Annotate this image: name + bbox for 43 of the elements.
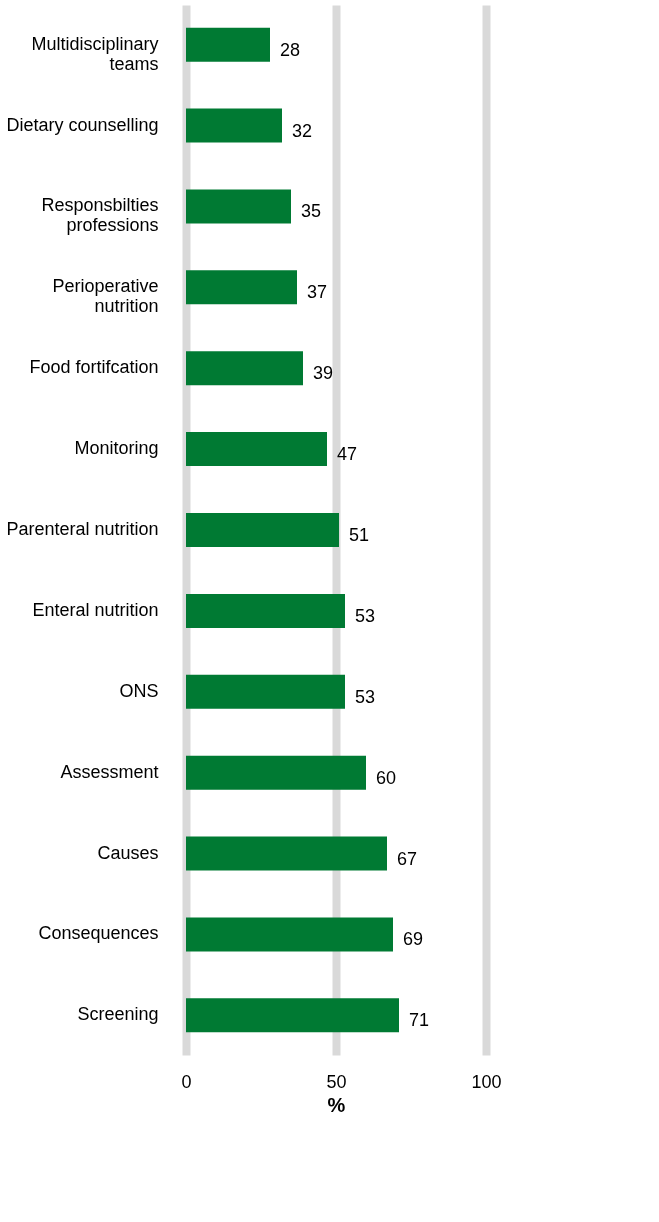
data-label: 35 [301, 201, 322, 222]
bar [186, 836, 387, 871]
bar [186, 513, 339, 547]
bar [186, 189, 291, 224]
bar [186, 27, 270, 62]
bar [186, 998, 399, 1033]
y-tick-label: Monitoring [74, 438, 159, 459]
y-tick-label: Perioperative nutrition [52, 276, 159, 317]
bar [186, 108, 282, 143]
data-label: 51 [349, 525, 370, 545]
y-tick-label: Enteral nutrition [32, 599, 159, 620]
bar [186, 270, 297, 305]
data-label: 53 [355, 605, 376, 626]
x-tick-label: 0 [181, 1071, 192, 1092]
y-tick-label: Dietary counselling [6, 114, 159, 135]
data-label: 60 [376, 767, 397, 788]
x-axis-title: % [327, 1093, 346, 1116]
y-tick-label: ONS [119, 680, 159, 701]
data-label: 47 [337, 444, 358, 465]
bar [186, 432, 327, 467]
y-tick-label: Food fortifcation [29, 357, 159, 378]
data-label: 28 [280, 39, 301, 60]
y-tick-label: Parenteral nutrition [6, 519, 159, 539]
bar [186, 674, 345, 709]
y-tick-label: Screening [77, 1004, 159, 1025]
bar [186, 593, 345, 628]
x-tick-label: 50 [326, 1071, 347, 1092]
bar [186, 351, 303, 386]
data-label: 67 [397, 848, 418, 869]
data-label: 39 [313, 363, 334, 384]
y-tick-label: Multidisciplinary teams [31, 33, 159, 74]
data-label: 37 [307, 282, 328, 303]
y-tick-label: Responsbilties professions [41, 195, 159, 236]
y-tick-label: Consequences [38, 923, 159, 944]
data-label: 32 [292, 120, 313, 141]
y-tick-label: Causes [97, 842, 159, 863]
bar [186, 917, 393, 952]
x-tick-label: 100 [471, 1071, 502, 1092]
data-label: 53 [355, 686, 376, 707]
data-label: 71 [409, 1010, 430, 1031]
bar [186, 755, 366, 790]
y-tick-label: Assessment [60, 761, 159, 782]
data-label: 69 [403, 929, 424, 950]
